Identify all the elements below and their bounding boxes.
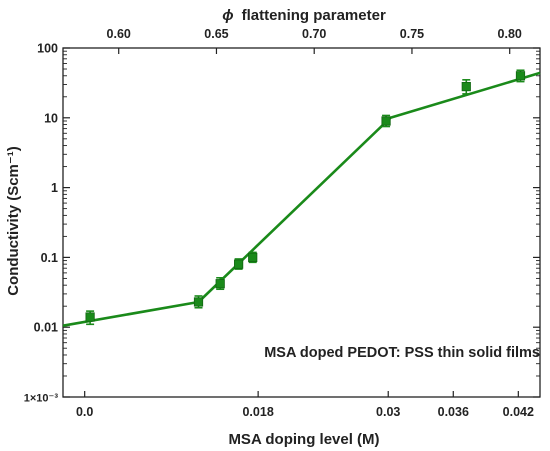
data-point [193,295,204,309]
fit-line-group [62,71,541,327]
square-marker [85,312,95,322]
data-point [248,251,258,264]
y-axis: 100 10 1 0.1 0.01 1×10⁻³ [24,42,540,405]
y-tick-label: 0.01 [34,321,58,335]
top-x-axis-label: ϕ flattening parameter [222,7,386,24]
plot-frame [62,47,541,398]
y-tick-label: 100 [37,42,58,56]
chart-annotation: MSA doped PEDOT: PSS thin solid films [264,345,540,361]
plot-frame-group [62,47,541,398]
square-marker [234,259,244,269]
top-x-tick-label: 0.65 [204,27,228,41]
top-x-tick-label: 0.60 [107,27,131,41]
y-axis-label: Conductivity (Scm⁻¹) [5,146,22,296]
y-tick-label: 0.1 [41,251,58,265]
data-point [461,79,471,95]
bottom-x-axis: 0.0 0.018 0.03 0.036 0.042 [76,391,534,419]
x-tick-label: 0.0 [76,405,93,419]
top-x-axis-label-text: flattening parameter [242,7,386,24]
y-tick-label: 1 [51,181,58,195]
phi-symbol: ϕ [222,7,233,24]
data-point [85,310,95,326]
x-tick-label: 0.03 [376,405,400,419]
data-point [381,114,391,128]
square-marker [461,81,471,92]
data-point [234,258,244,270]
data-point [515,69,526,83]
x-tick-label: 0.036 [438,405,469,419]
top-x-tick-label: 0.75 [400,27,424,41]
y-tick-label: 10 [44,111,58,125]
fit-line [62,71,541,327]
top-x-axis: 0.60 0.65 0.70 0.75 0.80 [107,27,522,54]
square-marker [248,252,258,262]
data-point [215,277,225,291]
square-marker [215,279,225,289]
square-marker [515,71,526,81]
top-x-tick-label: 0.80 [498,27,522,41]
x-tick-label: 0.018 [242,405,273,419]
data-points-group [85,69,526,326]
top-x-tick-label: 0.70 [302,27,326,41]
x-axis-label: MSA doping level (M) [228,431,379,448]
square-marker [381,116,391,126]
x-tick-label: 0.042 [503,405,534,419]
square-marker [193,297,204,307]
y-tick-label: 1×10⁻³ [24,393,59,405]
